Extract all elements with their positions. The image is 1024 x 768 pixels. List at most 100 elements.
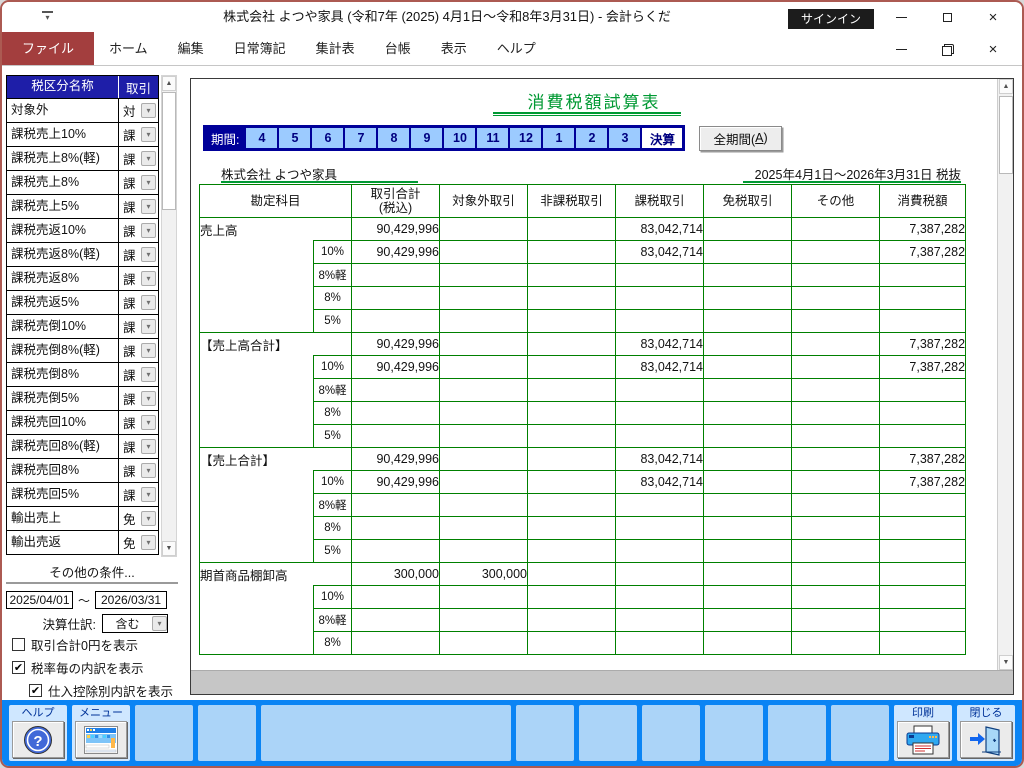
chevron-down-icon[interactable]: ▾: [141, 103, 156, 118]
chevron-down-icon[interactable]: ▾: [141, 463, 156, 478]
chevron-down-icon[interactable]: ▾: [141, 151, 156, 166]
chevron-down-icon[interactable]: ▾: [141, 367, 156, 382]
tax-row[interactable]: 課税売上8% 課 ▾: [7, 170, 158, 194]
tax-row[interactable]: 課税売倒8% 課 ▾: [7, 362, 158, 386]
close-report-button[interactable]: [960, 721, 1012, 758]
date-to-field[interactable]: 2026/03/31: [95, 591, 168, 609]
checkbox-row[interactable]: ✔ 税率毎の内訳を表示: [12, 660, 186, 676]
chevron-down-icon[interactable]: ▾: [141, 199, 156, 214]
chevron-down-icon[interactable]: ▾: [141, 487, 156, 502]
chevron-down-icon[interactable]: ▾: [141, 127, 156, 142]
checkbox-checked[interactable]: ✔: [12, 660, 25, 674]
chevron-down-icon[interactable]: ▾: [141, 271, 156, 286]
child-minimize-button[interactable]: [878, 32, 924, 66]
scrollbar-thumb[interactable]: [999, 96, 1013, 174]
tax-row[interactable]: 課税売返8% 課 ▾: [7, 266, 158, 290]
chevron-down-icon[interactable]: ▾: [141, 511, 156, 526]
sign-in-button[interactable]: サインイン: [787, 9, 874, 29]
report-horizontal-scroll-area[interactable]: [191, 670, 1013, 694]
chevron-down-icon[interactable]: ▾: [141, 415, 156, 430]
date-from-field[interactable]: 2025/04/01: [6, 591, 73, 609]
chevron-down-icon[interactable]: ▾: [141, 295, 156, 310]
menu-item[interactable]: ヘルプ: [496, 41, 536, 56]
date-range-underline: [743, 181, 961, 183]
tax-row[interactable]: 課税売回8% 課 ▾: [7, 458, 158, 482]
chevron-down-icon[interactable]: ▾: [141, 535, 156, 550]
period-button[interactable]: 2: [574, 128, 608, 148]
tax-row[interactable]: 課税売倒8%(軽) 課 ▾: [7, 338, 158, 362]
tax-row[interactable]: 課税売倒5% 課 ▾: [7, 386, 158, 410]
period-button[interactable]: 10: [442, 128, 476, 148]
value-cell: [439, 424, 528, 448]
maximize-button[interactable]: [924, 2, 970, 32]
other-conditions-link[interactable]: その他の条件...: [49, 566, 135, 580]
chevron-down-icon[interactable]: ▾: [141, 247, 156, 262]
period-button[interactable]: 5: [277, 128, 311, 148]
tax-row[interactable]: 輸出売上免 ▾: [7, 506, 158, 530]
close-button[interactable]: ×: [988, 8, 998, 26]
scroll-up-button[interactable]: ▲: [162, 76, 176, 91]
quick-access-toolbar-icon[interactable]: ▾: [42, 11, 53, 22]
closing-entry-select[interactable]: 含む ▾: [102, 614, 168, 633]
chevron-down-icon[interactable]: ▾: [152, 616, 167, 631]
menu-item[interactable]: 編集: [177, 41, 204, 56]
tax-row[interactable]: 課税売上5% 課 ▾: [7, 194, 158, 218]
period-button[interactable]: 4: [244, 128, 278, 148]
period-button[interactable]: 11: [475, 128, 509, 148]
menu-tab-file[interactable]: ファイル: [2, 32, 95, 65]
tax-row[interactable]: 対象外対 ▾: [7, 98, 158, 122]
tax-row[interactable]: 課税売返10% 課 ▾: [7, 218, 158, 242]
tax-row[interactable]: 課税売上10% 課 ▾: [7, 122, 158, 146]
checkbox-row[interactable]: ✔ 仕入控除別内訳を表示: [29, 683, 186, 699]
tax-row[interactable]: 課税売回10% 課 ▾: [7, 410, 158, 434]
scroll-up-button[interactable]: ▲: [999, 79, 1013, 94]
menu-item[interactable]: 集計表: [315, 41, 355, 56]
checkbox-unchecked[interactable]: [12, 637, 25, 651]
all-periods-button[interactable]: 全期間(A): [699, 125, 782, 151]
tax-row[interactable]: 課税売返5% 課 ▾: [7, 290, 158, 314]
report-vertical-scrollbar[interactable]: ▲ ▼: [997, 79, 1013, 670]
tax-row[interactable]: 課税売倒10% 課 ▾: [7, 314, 158, 338]
closing-period-button[interactable]: 決算: [640, 128, 683, 148]
sidebar-scrollbar[interactable]: ▲ ▼: [161, 75, 177, 557]
menu-item[interactable]: 日常簿記: [233, 41, 286, 56]
menu-item[interactable]: ホーム: [109, 41, 148, 56]
period-button[interactable]: 6: [310, 128, 344, 148]
chevron-down-icon[interactable]: ▾: [141, 223, 156, 238]
period-button[interactable]: 8: [376, 128, 410, 148]
period-button[interactable]: 1: [541, 128, 575, 148]
tax-code-cell: 課 ▾: [119, 339, 158, 362]
help-button[interactable]: ?: [12, 721, 64, 758]
chevron-down-icon[interactable]: ▾: [141, 319, 156, 334]
tax-row[interactable]: 課税売返8%(軽) 課 ▾: [7, 242, 158, 266]
value-cell: [527, 493, 616, 517]
child-close-button[interactable]: ×: [988, 40, 998, 58]
menu-item[interactable]: 台帳: [384, 41, 411, 56]
scroll-down-button[interactable]: ▼: [162, 541, 176, 556]
child-restore-button[interactable]: [924, 32, 970, 66]
menu-item[interactable]: 表示: [440, 41, 467, 56]
menu-button[interactable]: [75, 721, 127, 758]
chevron-down-icon[interactable]: ▾: [141, 343, 156, 358]
chevron-down-icon[interactable]: ▾: [141, 439, 156, 454]
period-button[interactable]: 12: [508, 128, 542, 148]
period-button[interactable]: 7: [343, 128, 377, 148]
tax-row[interactable]: 課税売上8%(軽) 課 ▾: [7, 146, 158, 170]
scrollbar-thumb[interactable]: [162, 92, 176, 210]
tax-code-cell: 課 ▾: [119, 267, 158, 290]
checkbox-row[interactable]: 取引合計0円を表示: [12, 637, 186, 653]
scroll-down-button[interactable]: ▼: [999, 655, 1013, 670]
checkbox-checked[interactable]: ✔: [29, 683, 42, 697]
tax-row[interactable]: 課税売回5% 課 ▾: [7, 482, 158, 506]
chevron-down-icon[interactable]: ▾: [141, 391, 156, 406]
tax-row[interactable]: 輸出売返免 ▾: [7, 530, 158, 554]
period-button[interactable]: 9: [409, 128, 443, 148]
column-header: 取引合計 (税込): [351, 184, 441, 218]
chevron-down-icon[interactable]: ▾: [141, 175, 156, 190]
print-button[interactable]: [897, 721, 949, 758]
tax-row[interactable]: 課税売回8%(軽) 課 ▾: [7, 434, 158, 458]
minimize-button[interactable]: [878, 2, 924, 32]
period-button[interactable]: 3: [607, 128, 641, 148]
value-cell: [879, 516, 966, 540]
value-cell: [439, 470, 528, 494]
